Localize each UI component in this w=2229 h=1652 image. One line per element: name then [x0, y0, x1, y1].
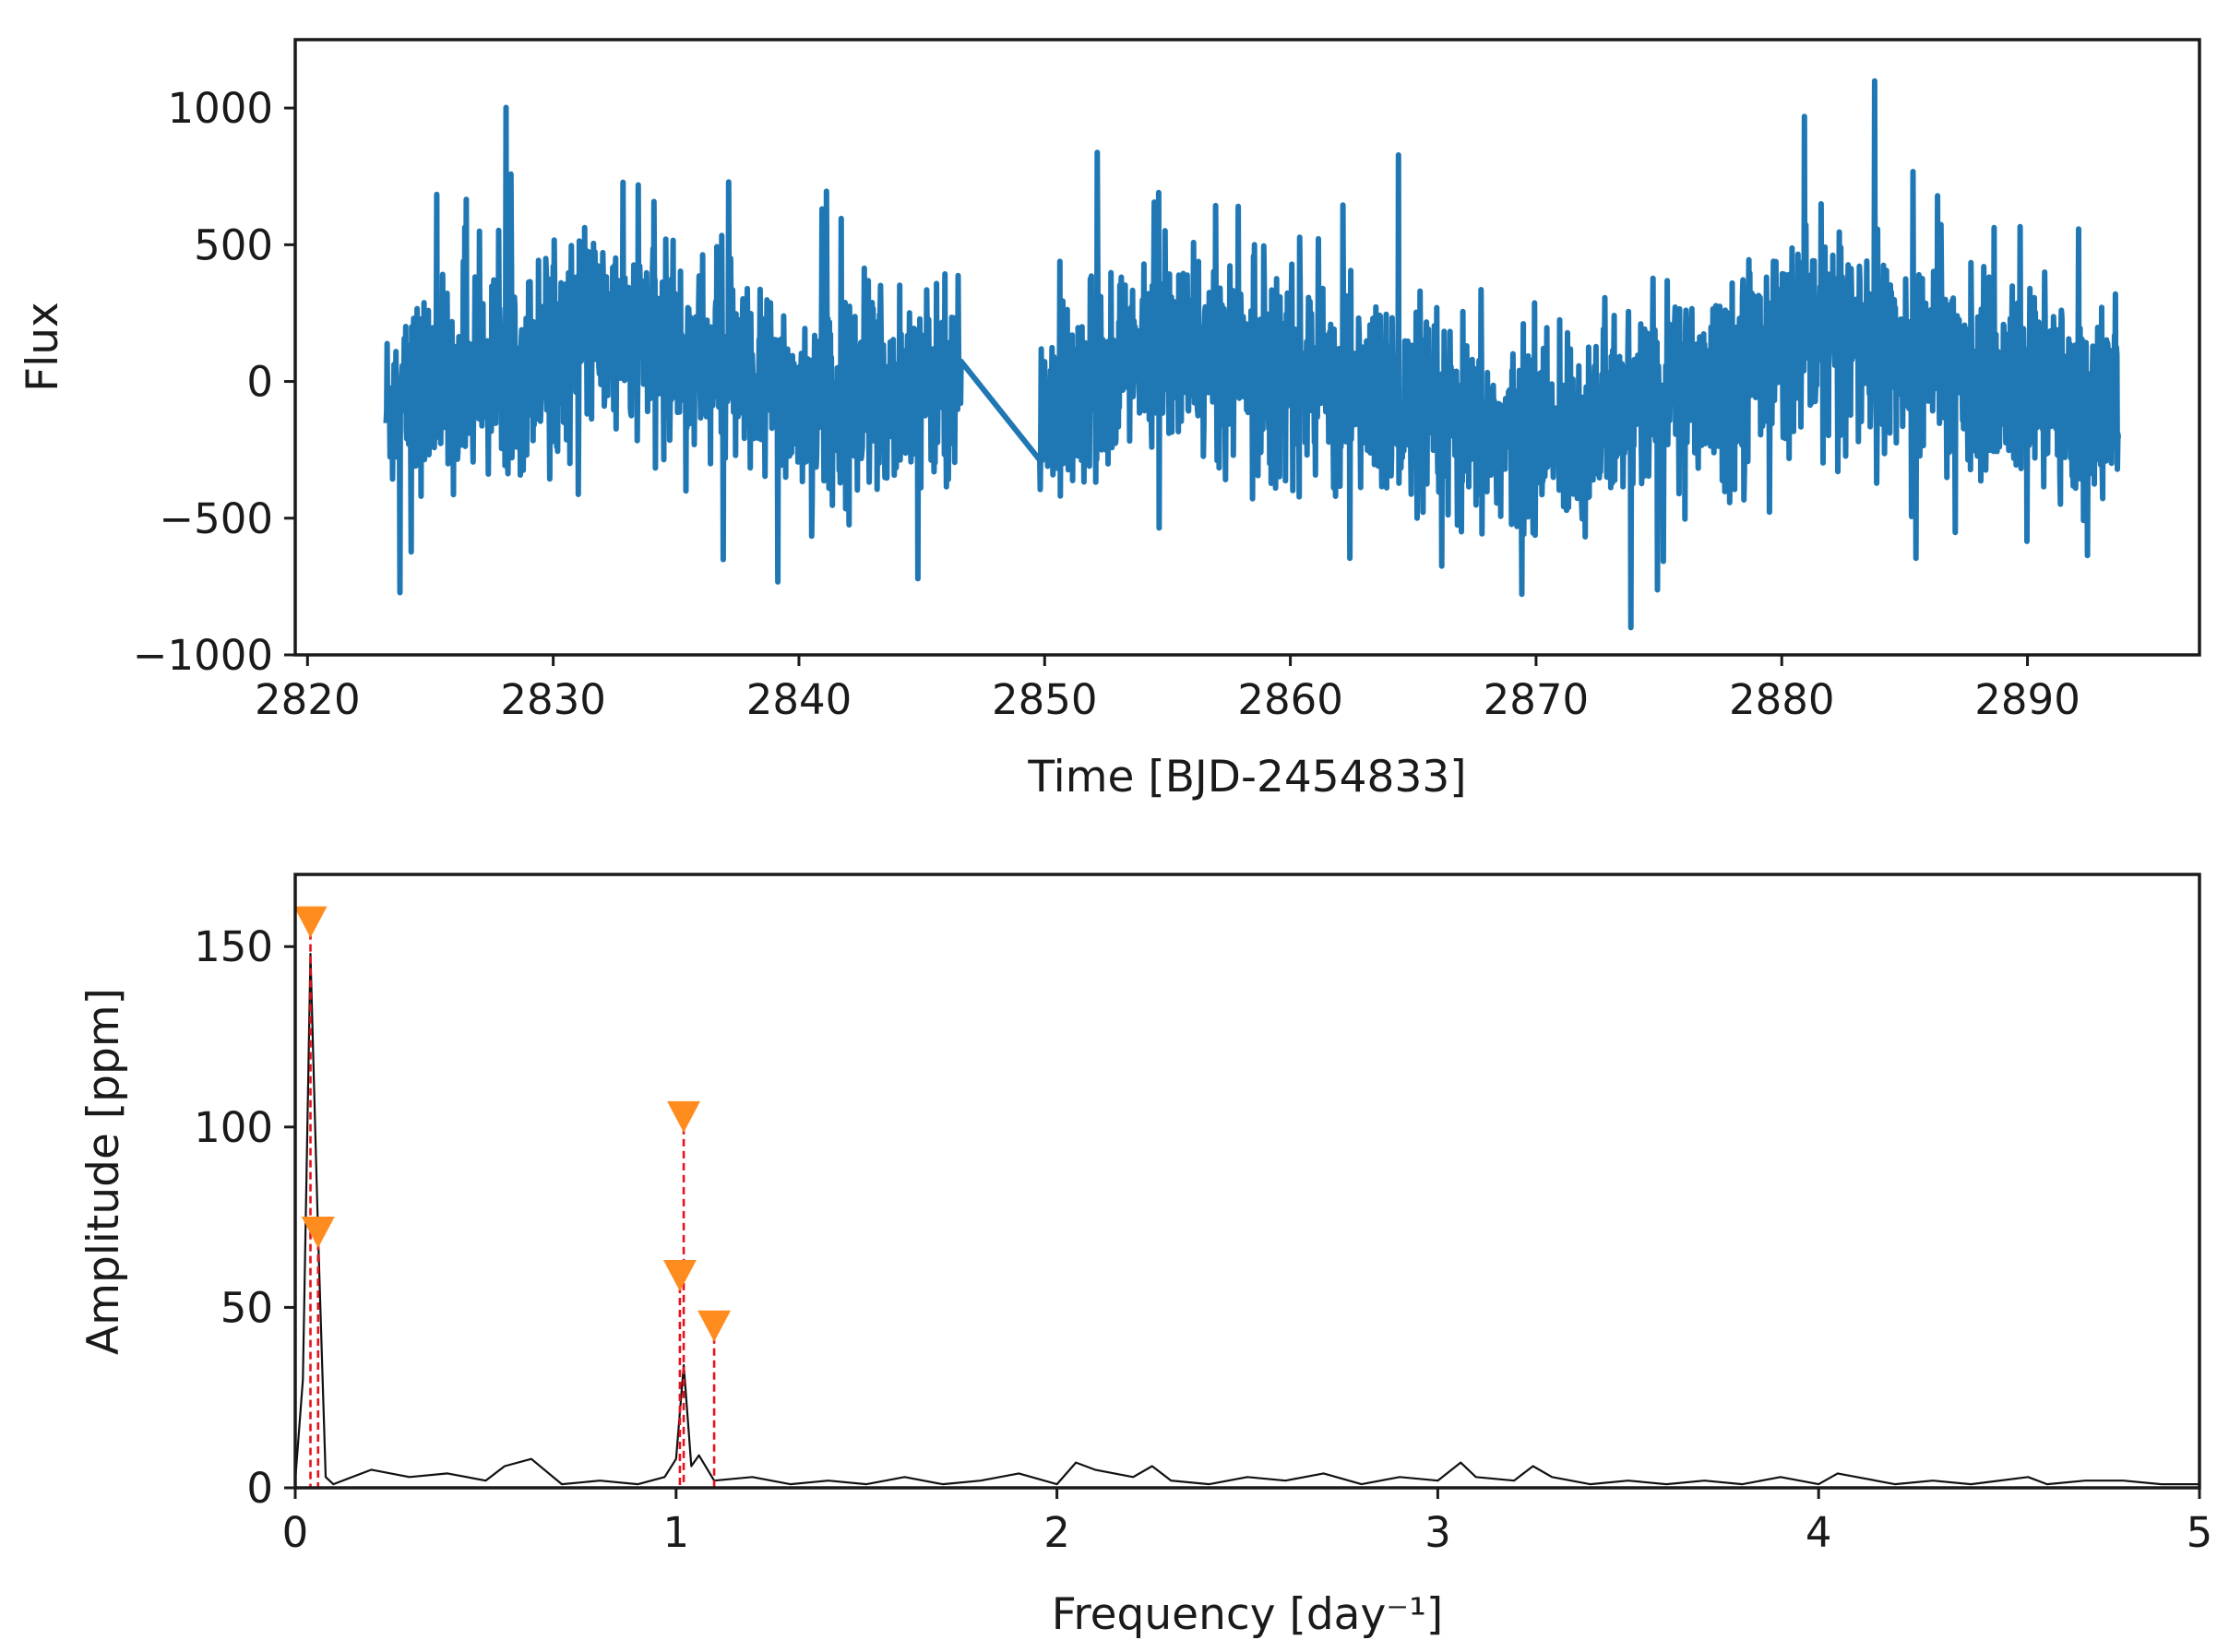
- spectrum-x-tick-label: 4: [1806, 1508, 1832, 1557]
- light-curve-y-tick-label: 1000: [167, 84, 273, 133]
- spectrum-x-tick-label: 0: [282, 1508, 309, 1557]
- spectrum-y-label: Amplitude [ppm]: [78, 988, 129, 1355]
- spectrum-frame: [293, 873, 2201, 1490]
- spectrum-y-tick-label: 100: [194, 1103, 273, 1152]
- spectrum-x-tick-label: 1: [662, 1508, 689, 1557]
- spectrum-y-tick-label: 0: [246, 1464, 273, 1513]
- light-curve-y-label: Flux: [18, 302, 68, 392]
- light-curve-x-tick-label: 2850: [992, 675, 1098, 724]
- light-curve-x-tick-label: 2870: [1484, 675, 1590, 724]
- light-curve-x-tick-label: 2890: [1974, 675, 2080, 724]
- spectrum-x-tick-label: 3: [1424, 1508, 1451, 1557]
- light-curve-data: [383, 77, 2122, 631]
- spectrum-x-tick-label: 5: [2187, 1508, 2213, 1557]
- peak-marker-triangle: [697, 1310, 732, 1342]
- light-curve-x-tick-label: 2840: [746, 675, 852, 724]
- light-curve-panel: 2820 2830 2840 2850 2860 2870 2880 2890 −1000 −5…: [18, 38, 2201, 802]
- light-curve-x-tick-label: 2880: [1729, 675, 1835, 724]
- peak-marker-triangle: [667, 1100, 701, 1133]
- spectrum-x-tick-label: 2: [1043, 1508, 1070, 1557]
- spectrum-x-label: Frequency [day⁻¹]: [1052, 1589, 1444, 1640]
- peak-marker-triangle: [293, 906, 328, 938]
- light-curve-y-ticks: −1000 −500 0 500 1000: [133, 84, 295, 680]
- spectrum-y-ticks: 0 50 100 150: [194, 922, 295, 1513]
- light-curve-y-tick-label: −1000: [133, 631, 273, 680]
- spectrum-data: [293, 953, 2199, 1486]
- spectrum-y-tick-label: 150: [194, 922, 273, 971]
- spectrum-y-tick-label: 50: [221, 1283, 273, 1332]
- amplitude-spectrum-line: [293, 953, 2199, 1486]
- light-curve-y-tick-label: −500: [159, 494, 273, 543]
- light-curve-x-tick-label: 2860: [1237, 675, 1343, 724]
- spectrum-panel: 0 1 2 3 4 5 0 50 100 150 Frequency [day⁻¹] Ampli…: [78, 873, 2213, 1640]
- peak-marker-triangle: [662, 1259, 697, 1291]
- light-curve-y-tick-label: 0: [246, 358, 273, 407]
- spectrum-x-ticks: 0 1 2 3 4 5: [282, 1488, 2213, 1557]
- light-curve-x-tick-label: 2820: [255, 675, 361, 724]
- light-curve-frame: [293, 38, 2201, 657]
- light-curve-x-label: Time [BJD-2454833]: [1027, 752, 1466, 802]
- light-curve-y-tick-label: 500: [194, 220, 273, 269]
- flux-series-line: [383, 77, 2122, 631]
- light-curve-x-ticks: 2820 2830 2840 2850 2860 2870 2880 2890: [255, 655, 2080, 724]
- light-curve-x-tick-label: 2830: [500, 675, 606, 724]
- spectrum-peaks: [293, 906, 732, 1488]
- peak-marker-triangle: [301, 1217, 335, 1248]
